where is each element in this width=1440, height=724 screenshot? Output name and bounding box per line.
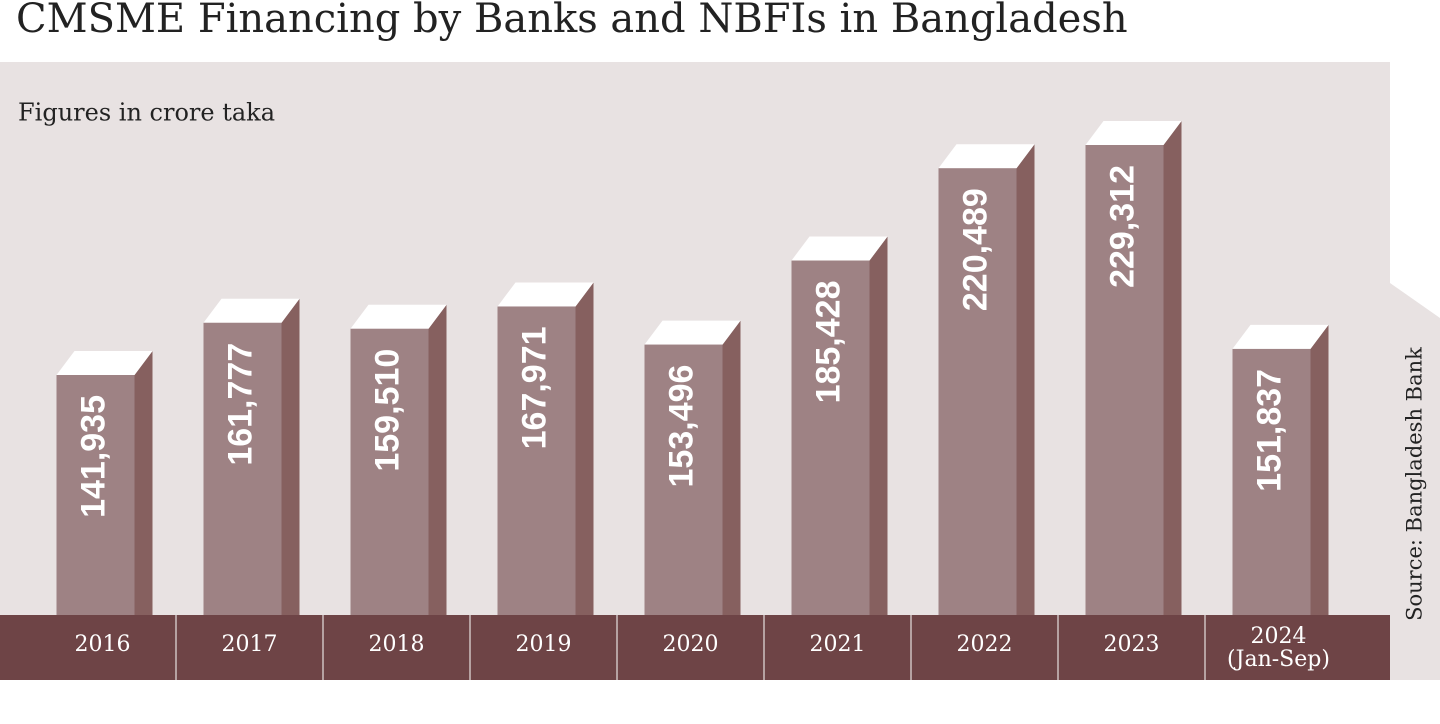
source: Source: Bangladesh Bank <box>1403 347 1427 621</box>
category-band <box>0 615 1390 680</box>
bar-side <box>869 236 888 616</box>
source-tab <box>1390 283 1440 680</box>
bar-top <box>1232 324 1329 349</box>
bar <box>1085 145 1164 615</box>
x-tick-label: 2024 (Jan-Sep) <box>1227 624 1330 672</box>
x-tick-label: 2022 <box>957 632 1013 657</box>
bar <box>203 322 282 615</box>
bar-side <box>428 304 447 615</box>
bar-side <box>575 282 594 615</box>
bar <box>56 375 135 615</box>
bar-top <box>1085 121 1182 145</box>
value-label: 185,428 <box>809 281 847 404</box>
value-label: 151,837 <box>1250 369 1288 492</box>
value-label: 153,496 <box>662 365 700 488</box>
bar-top <box>938 144 1035 169</box>
value-label: 229,312 <box>1103 165 1141 288</box>
subtitle: Figures in crore taka <box>18 99 275 127</box>
x-tick-label: 2021 <box>810 632 866 657</box>
bar-side <box>1016 144 1035 615</box>
bar-top <box>350 304 447 329</box>
x-tick-label: 2018 <box>369 632 425 657</box>
chart-title: CMSME Financing by Banks and NBFIs in Ba… <box>16 0 1128 42</box>
x-tick-label: 2020 <box>663 632 719 657</box>
bar <box>350 328 429 615</box>
value-label: 167,971 <box>515 326 553 449</box>
bar <box>791 260 870 615</box>
value-label: 161,777 <box>221 343 259 466</box>
bar-side <box>722 320 741 615</box>
x-tick-label: 2016 <box>75 632 131 657</box>
bar-side <box>134 351 153 615</box>
bar-side <box>1310 324 1329 615</box>
bar <box>1232 348 1311 615</box>
bar-top <box>203 298 300 323</box>
bar-top <box>56 351 153 375</box>
x-tick-label: 2019 <box>516 632 572 657</box>
bar-top <box>791 236 888 261</box>
value-label: 159,510 <box>368 349 406 472</box>
bar <box>644 344 723 615</box>
value-label: 220,489 <box>956 188 994 311</box>
bar-side <box>281 298 300 615</box>
bar-top <box>497 282 594 307</box>
value-label: 141,935 <box>74 395 112 518</box>
x-tick-label: 2017 <box>222 632 278 657</box>
bar <box>938 168 1017 615</box>
x-tick-label: 2023 <box>1104 632 1160 657</box>
bar-side <box>1163 121 1182 615</box>
bar-top <box>644 320 741 345</box>
bar <box>497 306 576 615</box>
